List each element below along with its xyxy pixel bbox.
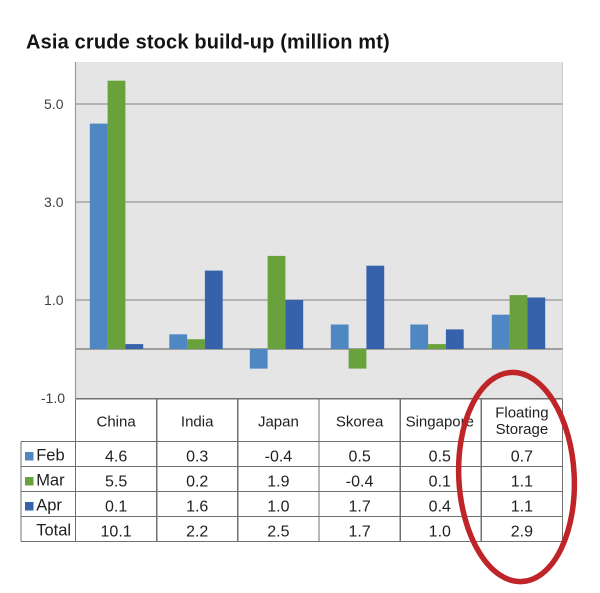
- svg-text:1.9: 1.9: [267, 474, 289, 491]
- svg-text:1.6: 1.6: [186, 499, 208, 516]
- svg-text:Asia crude stock build-up (mil: Asia crude stock build-up (million mt): [26, 32, 390, 54]
- svg-text:3.0: 3.0: [44, 194, 64, 210]
- svg-text:1.7: 1.7: [348, 524, 370, 541]
- svg-text:Apr: Apr: [36, 497, 62, 515]
- svg-text:Mar: Mar: [36, 472, 65, 490]
- svg-text:4.6: 4.6: [105, 449, 127, 466]
- svg-text:1.1: 1.1: [511, 474, 533, 491]
- svg-text:0.5: 0.5: [429, 449, 451, 466]
- svg-text:1.7: 1.7: [348, 499, 370, 516]
- svg-text:Floating: Floating: [495, 405, 548, 422]
- svg-text:Total: Total: [36, 522, 71, 540]
- svg-text:0.5: 0.5: [348, 449, 370, 466]
- svg-text:1.1: 1.1: [511, 499, 533, 516]
- svg-text:10.1: 10.1: [101, 524, 132, 541]
- svg-text:-1.0: -1.0: [41, 390, 65, 406]
- svg-text:1.0: 1.0: [267, 499, 289, 516]
- svg-text:Feb: Feb: [36, 447, 64, 465]
- svg-text:0.2: 0.2: [186, 474, 208, 491]
- svg-text:Skorea: Skorea: [336, 414, 384, 431]
- svg-text:2.2: 2.2: [186, 524, 208, 541]
- svg-text:Storage: Storage: [496, 421, 549, 438]
- svg-text:0.4: 0.4: [429, 499, 451, 516]
- svg-text:0.1: 0.1: [429, 474, 451, 491]
- svg-text:-0.4: -0.4: [346, 474, 374, 491]
- svg-text:-0.4: -0.4: [265, 449, 293, 466]
- svg-text:0.3: 0.3: [186, 449, 208, 466]
- svg-text:0.7: 0.7: [511, 449, 533, 466]
- svg-text:India: India: [181, 414, 214, 431]
- svg-text:2.9: 2.9: [511, 524, 533, 541]
- svg-text:Japan: Japan: [258, 414, 299, 431]
- svg-text:2.5: 2.5: [267, 524, 289, 541]
- svg-text:0.1: 0.1: [105, 499, 127, 516]
- svg-text:Singapore: Singapore: [406, 414, 474, 431]
- svg-text:5.0: 5.0: [44, 96, 64, 112]
- svg-text:5.5: 5.5: [105, 474, 127, 491]
- svg-text:China: China: [96, 414, 136, 431]
- svg-text:1.0: 1.0: [429, 524, 451, 541]
- svg-text:1.0: 1.0: [44, 292, 64, 308]
